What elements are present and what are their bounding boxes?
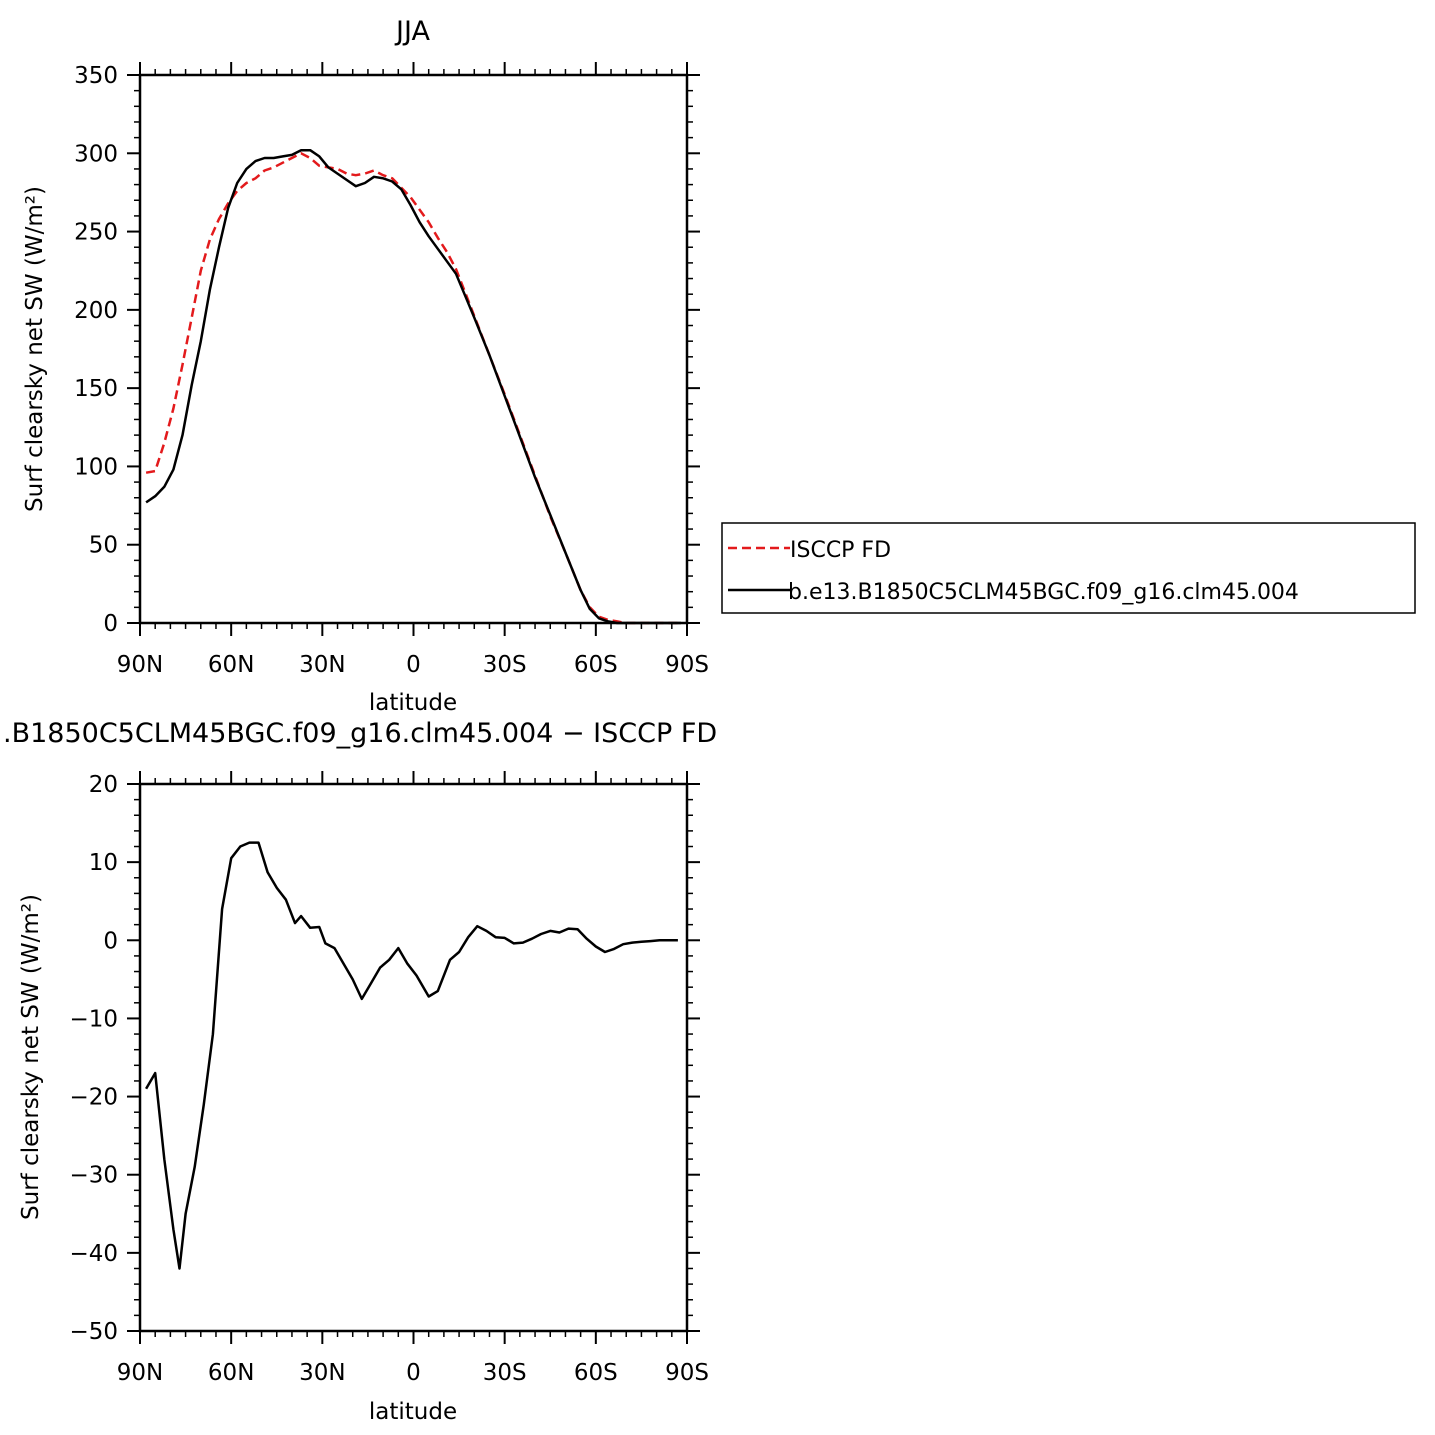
bottom-plot-title: .B1850C5CLM45BGC.f09_g16.clm45.004 − ISC… [3,718,717,749]
top-y-tick-label: 250 [74,220,118,246]
bottom-y-tick-label: −20 [69,1085,118,1111]
bottom-x-axis-title: latitude [369,1399,457,1425]
legend: ISCCP FD b.e13.B1850C5CLM45BGC.f09_g16.c… [721,522,1416,614]
top-plot-frame [138,73,689,625]
bottom-y-tick-label: −40 [69,1241,118,1267]
top-y-tick-labels: 0 50 100 150 200 250 300 350 [74,63,118,637]
bottom-x-tick-label: 30N [299,1360,345,1386]
legend-label-model: b.e13.B1850C5CLM45BGC.f09_g16.clm45.004 [788,580,1299,605]
top-x-tick-label: 0 [406,652,421,678]
bottom-y-axis-title: Surf clearsky net SW (W/m²) [18,894,44,1220]
bottom-y-tick-label: −50 [69,1319,118,1345]
top-plot-title: JJA [394,16,430,47]
top-y-tick-label: 350 [74,63,118,89]
legend-label-isccp: ISCCP FD [790,538,891,563]
bottom-x-tick-label: 60N [208,1360,254,1386]
legend-box [721,522,1416,614]
bottom-x-tick-label: 0 [406,1360,421,1386]
bottom-x-tick-label: 90N [117,1360,163,1386]
bottom-series-group [145,841,678,1270]
bottom-panel: .B1850C5CLM45BGC.f09_g16.clm45.004 − ISC… [3,718,717,1425]
top-x-tick-labels: 90N 60N 30N 0 30S 60S 90S [117,652,709,678]
bottom-y-tick-label: 0 [103,928,118,954]
top-y-axis-title: Surf clearsky net SW (W/m²) [22,186,48,512]
bottom-x-tick-label: 90S [665,1360,709,1386]
top-x-tick-label: 30S [483,652,527,678]
top-y-tick-label: 100 [74,454,118,480]
top-y-tick-label: 0 [103,611,118,637]
bottom-y-tick-label: 10 [89,850,118,876]
top-x-tick-label: 60N [208,652,254,678]
top-series-group [145,148,681,625]
bottom-x-tick-label: 60S [574,1360,618,1386]
top-y-tick-label: 150 [74,376,118,402]
bottom-series-line-0 [145,841,678,1270]
top-y-tick-label: 200 [74,298,118,324]
top-panel: JJA 90N 60N 30N 0 30S 60S 90S 0 50 100 150 200 250 3… [22,16,709,716]
top-y-tick-label: 50 [89,533,118,559]
top-x-tick-label: 90S [665,652,709,678]
bottom-y-tick-labels: −50 −40 −30 −20 −10 0 10 20 [69,772,118,1345]
bottom-x-tick-label: 30S [483,1360,527,1386]
bottom-axis-ticks [127,771,700,1344]
top-series-line-1 [145,148,681,625]
bottom-x-tick-labels: 90N 60N 30N 0 30S 60S 90S [117,1360,709,1386]
top-x-tick-label: 30N [299,652,345,678]
top-axis-ticks [127,62,700,636]
bottom-plot-frame [138,782,689,1333]
bottom-y-tick-label: −10 [69,1006,118,1032]
top-plot-area [145,148,681,625]
top-x-axis-title: latitude [369,690,457,716]
top-x-tick-label: 60S [574,652,618,678]
top-x-tick-label: 90N [117,652,163,678]
bottom-y-tick-label: −30 [69,1163,118,1189]
bottom-y-tick-label: 20 [89,772,118,798]
top-series-line-0 [145,152,681,625]
top-y-tick-label: 300 [74,141,118,167]
